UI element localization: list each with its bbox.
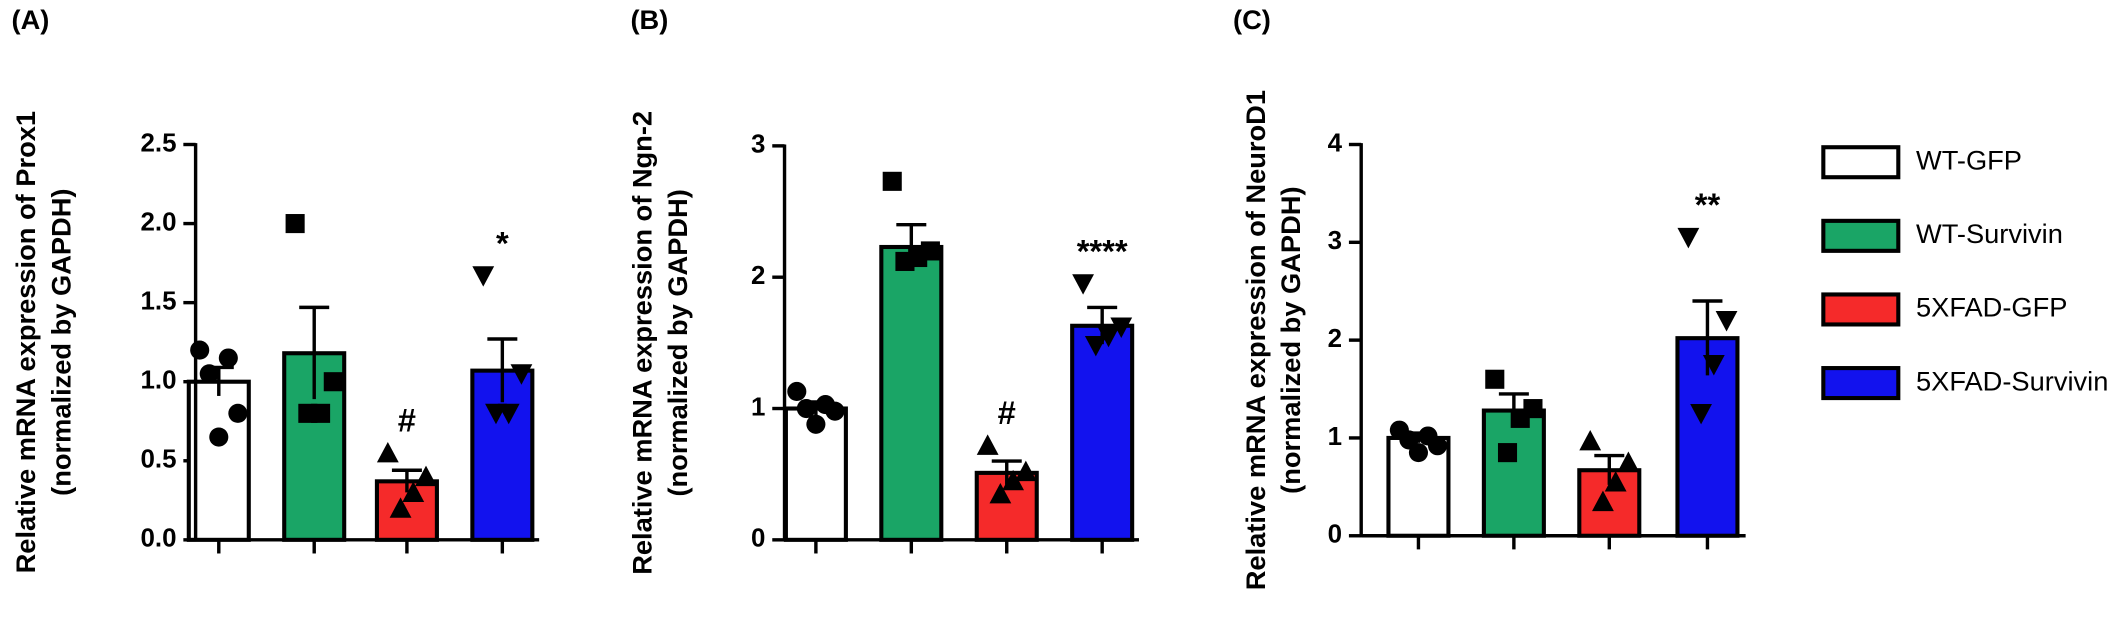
y-tick-label: 2 — [751, 262, 765, 290]
data-point — [796, 398, 816, 419]
data-point — [1427, 436, 1448, 456]
data-point — [1604, 471, 1627, 492]
data-point — [1592, 490, 1614, 512]
data-point — [1097, 326, 1120, 348]
data-point — [402, 481, 425, 502]
bar — [879, 244, 944, 542]
data-point — [323, 372, 343, 392]
y-axis-label: Relative mRNA expression of Prox1 — [10, 111, 41, 573]
y-tick-label: 2.5 — [141, 129, 177, 157]
data-point — [1485, 369, 1505, 389]
data-point — [285, 214, 305, 234]
bar — [1481, 408, 1546, 538]
y-tick-label: 2 — [1328, 325, 1342, 353]
y-axis-label: Relative mRNA expression of NeuroD1 — [1240, 90, 1271, 590]
y-tick-label: 1 — [1328, 423, 1342, 451]
y-tick-label: 1.5 — [141, 287, 177, 315]
data-point — [389, 497, 412, 518]
data-point — [510, 364, 533, 385]
panel-label: (A) — [12, 4, 50, 35]
data-point — [415, 465, 437, 487]
annotation: * — [496, 224, 509, 261]
data-point — [1690, 403, 1712, 425]
data-point — [218, 348, 238, 368]
y-tick-label: 4 — [1328, 129, 1343, 157]
data-point — [472, 266, 495, 287]
y-tick-label: 0 — [751, 525, 765, 553]
data-point — [1579, 429, 1602, 451]
legend-label: 5XFAD-GFP — [1916, 292, 2067, 323]
legend-swatch — [1821, 218, 1901, 253]
data-point — [1497, 443, 1518, 463]
data-point — [228, 403, 248, 423]
y-axis-label: Relative mRNA expression of Ngn-2 — [626, 111, 657, 575]
legend-label: WT-Survivin — [1916, 218, 2063, 249]
data-point — [806, 414, 826, 434]
legend-swatch — [1821, 366, 1901, 401]
y-tick-label: 2.0 — [141, 208, 177, 236]
annotation: **** — [1077, 232, 1128, 269]
data-point — [882, 171, 902, 191]
y-tick-label: 3 — [1328, 227, 1342, 255]
legend-label: 5XFAD-Survivin — [1916, 365, 2108, 396]
legend-label: WT-GFP — [1916, 144, 2022, 175]
data-point — [199, 364, 219, 384]
data-point — [989, 482, 1012, 504]
annotation: # — [998, 394, 1016, 431]
data-point — [1408, 443, 1428, 463]
data-point — [376, 441, 399, 463]
y-tick-label: 1.0 — [141, 367, 177, 395]
data-point — [825, 401, 845, 421]
y-axis-label: (normalized by GAPDH) — [46, 188, 77, 495]
data-point — [298, 403, 318, 423]
legend-swatch — [1821, 292, 1901, 327]
data-point — [787, 381, 807, 401]
data-point — [1072, 274, 1094, 295]
bar — [1070, 323, 1135, 542]
data-point — [209, 427, 229, 447]
legend-swatch — [1821, 145, 1901, 180]
y-tick-label: 0.5 — [141, 446, 177, 474]
y-axis-label: (normalized by GAPDH) — [1275, 186, 1306, 493]
data-point — [1014, 460, 1037, 482]
data-point — [1084, 335, 1107, 357]
annotation: # — [398, 402, 416, 439]
data-point — [1715, 311, 1738, 332]
data-point — [976, 434, 999, 455]
y-tick-label: 0.0 — [141, 525, 177, 553]
data-point — [1617, 451, 1640, 472]
panel-label: (C) — [1233, 4, 1271, 35]
y-axis-label: (normalized by GAPDH) — [662, 189, 693, 496]
y-tick-label: 3 — [751, 131, 765, 159]
panel-label: (B) — [630, 4, 668, 35]
data-point — [1702, 355, 1725, 376]
y-tick-label: 1 — [751, 393, 765, 421]
data-point — [895, 251, 915, 271]
y-tick-label: 0 — [1328, 521, 1342, 549]
data-point — [485, 403, 507, 425]
data-point — [1677, 227, 1700, 249]
data-point — [1002, 469, 1025, 491]
data-point — [1110, 317, 1133, 339]
data-point — [190, 340, 210, 360]
annotation: ** — [1695, 186, 1721, 223]
data-point — [1510, 408, 1530, 428]
